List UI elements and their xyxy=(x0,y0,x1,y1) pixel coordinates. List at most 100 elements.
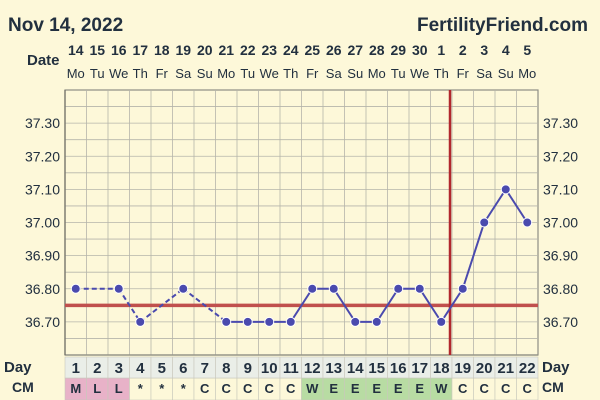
weekday-label: Mo xyxy=(518,66,536,81)
temperature-point xyxy=(113,283,124,294)
temperature-point xyxy=(328,283,339,294)
cm-value: C xyxy=(501,381,511,396)
weekday-label: Fr xyxy=(306,66,319,81)
date-label: 29 xyxy=(390,42,406,58)
day-row-label-right: Day xyxy=(542,359,570,376)
cm-value: W xyxy=(306,381,319,396)
cm-value: C xyxy=(458,381,468,396)
brand-name: FertilityFriend.com xyxy=(417,15,588,36)
day-number: 1 xyxy=(72,360,80,377)
weekday-label: Su xyxy=(498,66,514,81)
chart-date-title: Nov 14, 2022 xyxy=(8,15,123,36)
y-tick-label-right: 37.10 xyxy=(543,181,578,197)
cm-value: C xyxy=(265,381,275,396)
date-label: 4 xyxy=(502,42,510,58)
temperature-segment-dashed xyxy=(182,287,227,323)
cm-row-label-right: CM xyxy=(542,379,564,395)
weekday-label: We xyxy=(260,66,279,81)
day-number: 10 xyxy=(261,360,278,377)
cm-value: W xyxy=(435,381,448,396)
temperature-axis: 37.30 37.30 37.20 37.20 37.10 37.10 37.00 37.00… xyxy=(25,115,578,330)
cm-value: C xyxy=(243,381,253,396)
y-tick-label-left: 36.90 xyxy=(25,248,60,264)
temperature-point xyxy=(242,316,253,327)
day-number: 21 xyxy=(497,360,514,377)
day-row: 1 2 3 4 5 6 7 8 9 10 11 12 13 14 15 16 17 18 19 20 21 22 xyxy=(64,356,539,379)
date-label: 30 xyxy=(412,42,428,58)
day-number: 22 xyxy=(519,360,536,377)
temperature-point xyxy=(479,217,490,228)
weekday-label: Mo xyxy=(368,66,386,81)
day-number: 17 xyxy=(411,360,428,377)
date-label: 5 xyxy=(523,42,531,58)
temperature-point xyxy=(350,316,361,327)
day-number: 18 xyxy=(433,360,450,377)
weekday-label: Tu xyxy=(90,66,105,81)
day-number: 9 xyxy=(244,360,252,377)
cm-value: C xyxy=(222,381,232,396)
weekday-label: We xyxy=(410,66,429,81)
temperature-segment xyxy=(375,288,400,323)
y-tick-label-right: 36.90 xyxy=(543,248,578,264)
cm-row: M L L * * * C C C C C W E E E E E W C C C C xyxy=(64,377,539,400)
temperature-point xyxy=(436,316,447,327)
weekday-label: Sa xyxy=(326,66,343,81)
temperature-point xyxy=(135,316,146,327)
weekday-label: Fr xyxy=(156,66,169,81)
date-row: 14Mo15Tu16We17Th18Fr19Sa20Su21Mo22Tu23We… xyxy=(67,42,537,81)
date-label: 14 xyxy=(68,42,84,58)
date-label: 28 xyxy=(369,42,385,58)
temperature-segment xyxy=(440,288,464,323)
day-number: 15 xyxy=(368,360,385,377)
cm-value: E xyxy=(394,381,403,396)
date-label: 20 xyxy=(197,42,213,58)
day-number: 16 xyxy=(390,360,407,377)
weekday-label: Th xyxy=(434,66,449,81)
y-tick-label-right: 36.80 xyxy=(543,281,578,297)
temperature-point xyxy=(457,283,468,294)
cm-value: * xyxy=(159,381,165,396)
temperature-segment-dashed xyxy=(117,288,142,323)
date-label: 1 xyxy=(437,42,445,58)
date-label: 19 xyxy=(175,42,191,58)
date-label: 17 xyxy=(132,42,148,58)
date-label: 27 xyxy=(347,42,363,58)
temperature-segment xyxy=(504,188,529,224)
temperature-segment xyxy=(332,288,357,323)
temperature-point xyxy=(414,283,425,294)
y-tick-label-right: 37.20 xyxy=(543,148,578,164)
cm-value: L xyxy=(115,381,123,396)
weekday-label: Su xyxy=(347,66,363,81)
weekday-label: Tu xyxy=(240,66,255,81)
day-number: 4 xyxy=(136,360,145,377)
cm-value: M xyxy=(70,381,81,396)
y-tick-label-left: 36.80 xyxy=(25,281,60,297)
y-tick-label-right: 37.00 xyxy=(543,215,578,231)
day-row-label-left: Day xyxy=(4,359,32,376)
date-label: 26 xyxy=(326,42,342,58)
temperature-point xyxy=(70,283,81,294)
y-tick-label-left: 37.10 xyxy=(25,181,60,197)
weekday-label: Th xyxy=(133,66,148,81)
day-number: 19 xyxy=(454,360,471,377)
temperature-segment xyxy=(289,288,314,323)
cm-value: L xyxy=(93,381,101,396)
temperature-segment-dashed xyxy=(139,287,184,323)
cm-value: E xyxy=(415,381,424,396)
weekday-label: We xyxy=(109,66,128,81)
date-label: 3 xyxy=(480,42,488,58)
day-number: 12 xyxy=(304,360,321,377)
weekday-label: Th xyxy=(283,66,298,81)
weekday-label: Mo xyxy=(67,66,85,81)
cm-value: E xyxy=(351,381,360,396)
date-label: 18 xyxy=(154,42,170,58)
cm-value: C xyxy=(523,381,533,396)
weekday-label: Sa xyxy=(476,66,493,81)
temperature-series xyxy=(70,184,533,327)
date-label: 21 xyxy=(218,42,234,58)
cm-row-label-left: CM xyxy=(12,379,34,395)
temperature-segment xyxy=(461,222,486,290)
cm-value: * xyxy=(138,381,144,396)
